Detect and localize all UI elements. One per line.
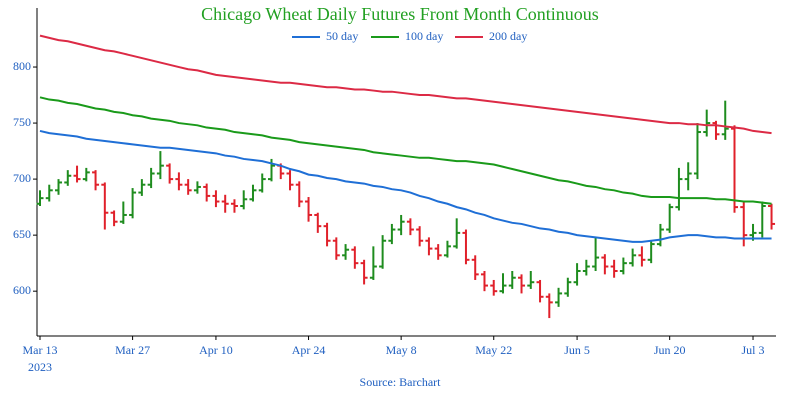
x-tick-label: May 8 bbox=[386, 343, 417, 357]
legend-label: 100 day bbox=[405, 29, 443, 43]
x-tick-label: Mar 27 bbox=[115, 343, 150, 357]
y-tick-label: 700 bbox=[13, 171, 31, 185]
y-tick-label: 800 bbox=[13, 59, 31, 73]
y-tick-label: 600 bbox=[13, 283, 31, 297]
y-tick-label: 650 bbox=[13, 227, 31, 241]
source-note: Source: Barchart bbox=[360, 375, 442, 389]
legend-label: 200 day bbox=[489, 29, 527, 43]
x-tick-label: Mar 13 bbox=[23, 343, 58, 357]
x-tick-label: May 22 bbox=[475, 343, 512, 357]
moving-average-line bbox=[39, 34, 772, 135]
x-tick-label: Jun 20 bbox=[654, 343, 686, 357]
x-tick-label: Apr 10 bbox=[199, 343, 233, 357]
legend-label: 50 day bbox=[326, 29, 358, 43]
moving-average-line bbox=[39, 129, 772, 243]
y-tick-label: 750 bbox=[13, 115, 31, 129]
x-tick-label: Jun 5 bbox=[564, 343, 590, 357]
x-tick-label: Apr 24 bbox=[292, 343, 326, 357]
x-year-label: 2023 bbox=[28, 360, 52, 374]
x-tick-label: Jul 3 bbox=[742, 343, 765, 357]
moving-average-line bbox=[39, 96, 772, 205]
chart-title: Chicago Wheat Daily Futures Front Month … bbox=[201, 4, 599, 24]
